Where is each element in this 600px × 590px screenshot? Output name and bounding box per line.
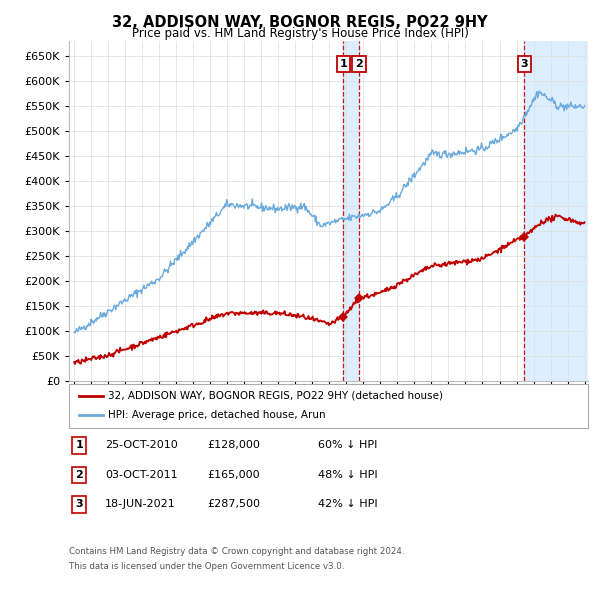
Text: HPI: Average price, detached house, Arun: HPI: Average price, detached house, Arun [108,411,326,420]
Bar [524,41,593,381]
Text: 32, ADDISON WAY, BOGNOR REGIS, PO22 9HY (detached house): 32, ADDISON WAY, BOGNOR REGIS, PO22 9HY … [108,391,443,401]
Text: £165,000: £165,000 [207,470,260,480]
Text: 48% ↓ HPI: 48% ↓ HPI [318,470,377,480]
Text: 32, ADDISON WAY, BOGNOR REGIS, PO22 9HY: 32, ADDISON WAY, BOGNOR REGIS, PO22 9HY [112,15,488,30]
Text: 2: 2 [76,470,83,480]
Text: Price paid vs. HM Land Registry's House Price Index (HPI): Price paid vs. HM Land Registry's House … [131,27,469,40]
Text: This data is licensed under the Open Government Licence v3.0.: This data is licensed under the Open Gov… [69,562,344,571]
Text: 18-JUN-2021: 18-JUN-2021 [105,500,176,509]
Text: 2: 2 [355,59,363,69]
Text: 60% ↓ HPI: 60% ↓ HPI [318,441,377,450]
Text: 25-OCT-2010: 25-OCT-2010 [105,441,178,450]
Bar [343,41,359,381]
Text: 3: 3 [521,59,528,69]
Text: 1: 1 [340,59,347,69]
Text: £287,500: £287,500 [207,500,260,509]
Text: Contains HM Land Registry data © Crown copyright and database right 2024.: Contains HM Land Registry data © Crown c… [69,547,404,556]
Text: 1: 1 [76,441,83,450]
Text: 42% ↓ HPI: 42% ↓ HPI [318,500,377,509]
Text: 3: 3 [76,500,83,509]
Text: £128,000: £128,000 [207,441,260,450]
Text: 03-OCT-2011: 03-OCT-2011 [105,470,178,480]
